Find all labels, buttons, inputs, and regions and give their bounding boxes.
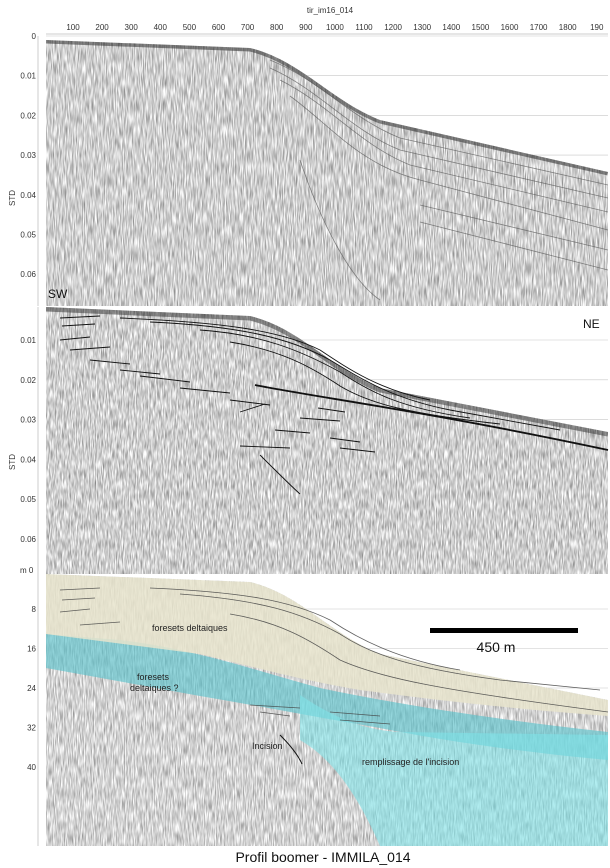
panel-middle-y-tick-label: 0.06 [20,535,36,544]
top-axis-tick-label: 1400 [442,23,460,32]
panel-top-y-axis-label: STD [8,190,17,206]
direction-ne: NE [583,317,600,331]
scale-bar-label: 450 m [477,639,516,655]
incision-surface-line [279,734,303,765]
panel-middle: 0.01 0.02 0.03 0.04 0.05 0.06 STD NE [8,307,609,574]
panel-middle-y-axis-label: STD [8,454,17,470]
panel-middle-y-tick-label: 0.03 [20,416,36,425]
top-axis-tick-label: 800 [270,23,284,32]
panel-bottom-y-tick-label: 16 [27,645,36,654]
top-axis-tick-label: 1800 [559,23,577,32]
label-foresets-lower-line2: deltaiques ? [130,683,179,693]
panel-top-y-tick-label: 0.04 [20,191,36,200]
panel-top-y-tick-label: 0.01 [20,72,36,81]
panel-bottom-y-tick-label: 40 [27,763,36,772]
panel-bottom-y-tick-label: 32 [27,724,36,733]
panel-bottom-y-tick-label: 8 [32,605,37,614]
top-axis-tick-label: 1200 [384,23,402,32]
top-axis-tick-label: 200 [95,23,109,32]
panel-middle-y-tick-label: 0.01 [20,336,36,345]
panel-top-y-tick-label: 0.02 [20,111,36,120]
top-axis-tick-label: 700 [241,23,255,32]
top-axis-title: tir_im16_014 [307,6,354,15]
panel-top-y-tick-label: 0.06 [20,270,36,279]
top-axis: tir_im16_014 100 200 300 400 500 600 700 800 900… [46,6,608,35]
figure-caption: Profil boomer - IMMILA_014 [235,849,410,865]
top-axis-tick-label: 1000 [326,23,344,32]
panel-middle-y-tick-label: 0.04 [20,455,36,464]
top-axis-tick-label: 1700 [530,23,548,32]
top-axis-tick-label: 500 [183,23,197,32]
top-axis-tick-label: 100 [66,23,80,32]
panel-top-y-tick-label: 0 [32,32,37,41]
panel-top-y-tick-label: 0.05 [20,231,36,240]
top-axis-tick-label: 1100 [355,23,373,32]
panel-top: 0 0.01 0.02 0.03 0.04 0.05 0.06 STD SW [8,32,608,306]
panel-bottom-y-tick-label: 24 [27,684,36,693]
top-axis-tick-label: 1600 [501,23,519,32]
top-axis-tick-label: 1300 [413,23,431,32]
top-axis-tick-label: 300 [125,23,139,32]
top-axis-tick-label: 400 [154,23,168,32]
panel-middle-y-tick-label: 0.05 [20,495,36,504]
interpreted-reflectors [59,315,609,495]
label-foresets-upper: foresets deltaiques [152,623,228,633]
label-incision: Incision [252,741,283,751]
lower-foresets-unit [46,634,608,760]
top-axis-tick-label: 600 [212,23,226,32]
label-incision-infill: remplissage de l'incision [362,757,459,767]
panel-bottom: 8 16 24 32 40 m 0 foresets deltaiques forese… [20,566,609,846]
panel-top-y-tick-label: 0.03 [20,151,36,160]
depth-unit-label: m 0 [20,566,34,575]
upper-foresets-unit [46,574,608,716]
top-axis-tick-label: 900 [299,23,313,32]
top-axis-tick-label: 190 [590,23,604,32]
scale-bar: 450 m [430,628,578,655]
incision-infill-unit [300,695,608,846]
label-foresets-lower-line1: foresets [137,672,170,682]
direction-sw: SW [48,287,68,301]
panel-middle-y-tick-label: 0.02 [20,376,36,385]
top-axis-tick-label: 1500 [472,23,490,32]
